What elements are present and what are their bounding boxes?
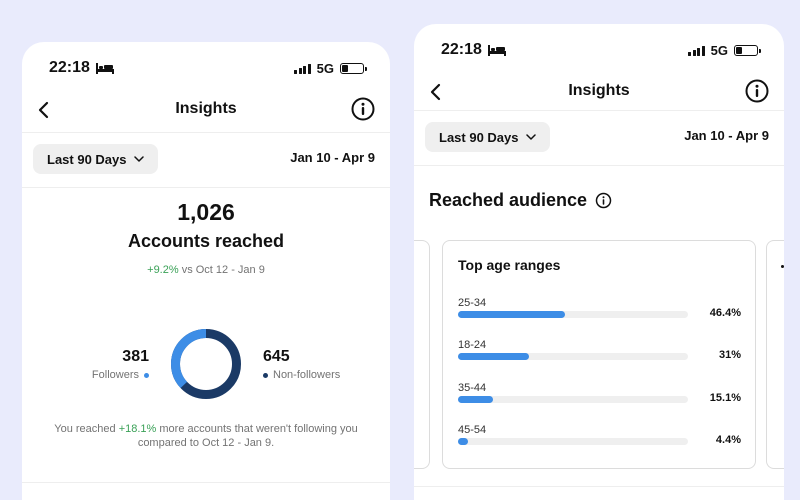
nonfollowers-stat: 645 Non-followers bbox=[263, 348, 340, 381]
footnote-suffix: more accounts that weren't following you… bbox=[137, 423, 358, 449]
age-range-bar-fill bbox=[458, 438, 469, 445]
info-circle-icon[interactable] bbox=[595, 192, 612, 209]
network-label: 5G bbox=[710, 43, 728, 58]
card-title: Top age ranges bbox=[458, 257, 561, 273]
followers-legend-dot bbox=[144, 372, 149, 378]
divider bbox=[414, 486, 784, 487]
battery-icon bbox=[340, 63, 367, 74]
signal-icon bbox=[688, 45, 705, 56]
top-age-ranges-card: Top age ranges 25-34 46.4% 18-24 31% 35-44 15… bbox=[442, 240, 756, 469]
nav-bar: Insights bbox=[22, 92, 390, 132]
followers-label: Followers bbox=[91, 369, 139, 381]
previous-card-peek[interactable] bbox=[414, 240, 430, 469]
nonfollowers-legend-dot bbox=[263, 372, 268, 378]
chevron-down-icon bbox=[133, 156, 144, 162]
donut-followers-segment bbox=[171, 329, 241, 399]
followers-stat: 381 Followers bbox=[92, 348, 149, 381]
age-range-bar-fill bbox=[458, 311, 565, 318]
age-range-label: 35-44 bbox=[458, 382, 487, 394]
age-range-bar-track bbox=[458, 311, 688, 318]
date-range-dropdown[interactable]: Last 90 Days bbox=[33, 144, 158, 174]
footnote-highlight: +18.1% bbox=[118, 423, 157, 435]
followers-donut-chart bbox=[171, 329, 241, 399]
status-bar: 22:18 5G bbox=[414, 24, 784, 74]
next-card-peek[interactable] bbox=[766, 240, 784, 469]
age-range-percent: 15.1% bbox=[709, 392, 741, 404]
reached-audience-title: Reached audience bbox=[429, 190, 588, 210]
age-range-bar-fill bbox=[458, 353, 530, 360]
date-range-text: Jan 10 - Apr 9 bbox=[684, 128, 769, 143]
chevron-left-icon bbox=[38, 101, 49, 119]
insights-screen-left: 22:18 5G Insights Last 90 Days Jan 10 - … bbox=[22, 42, 390, 500]
chevron-down-icon bbox=[525, 134, 536, 140]
bed-icon bbox=[95, 63, 114, 74]
age-range-percent: 46.4% bbox=[709, 307, 741, 319]
footnote-prefix: You reached bbox=[54, 423, 119, 435]
network-label: 5G bbox=[316, 61, 334, 76]
age-range-label: 45-54 bbox=[458, 424, 487, 436]
reach-change: +9.2% bbox=[147, 264, 179, 276]
age-range-bar-fill bbox=[458, 396, 493, 403]
reach-change-period: vs Oct 12 - Jan 9 bbox=[178, 264, 265, 276]
nonfollowers-label: Non-followers bbox=[273, 369, 341, 381]
nav-bar: Insights bbox=[414, 74, 784, 114]
age-range-row: 35-44 15.1% bbox=[458, 378, 741, 408]
back-button[interactable] bbox=[422, 78, 450, 106]
chevron-left-icon bbox=[430, 83, 441, 101]
date-range-label: Last 90 Days bbox=[47, 151, 127, 167]
age-range-label: 18-24 bbox=[458, 339, 487, 351]
age-range-percent: 31% bbox=[718, 349, 741, 361]
battery-icon bbox=[734, 45, 761, 56]
date-range-bar: Last 90 Days Jan 10 - Apr 9 bbox=[414, 110, 784, 166]
accounts-reached-label: Accounts reached bbox=[127, 231, 285, 251]
date-range-label: Last 90 Days bbox=[439, 129, 519, 145]
bed-icon bbox=[487, 45, 506, 56]
info-circle-icon[interactable] bbox=[744, 78, 770, 104]
followers-count: 381 bbox=[122, 348, 149, 365]
date-range-bar: Last 90 Days Jan 10 - Apr 9 bbox=[22, 132, 390, 188]
age-range-label: 25-34 bbox=[458, 297, 487, 309]
back-button[interactable] bbox=[30, 96, 58, 124]
divider bbox=[22, 482, 390, 483]
reach-footnote: You reached +18.1% more accounts that we… bbox=[32, 422, 380, 450]
page-title: Insights bbox=[175, 100, 237, 117]
section-title: Reached audience bbox=[429, 190, 612, 211]
info-circle-icon[interactable] bbox=[350, 96, 376, 122]
status-time: 22:18 bbox=[441, 41, 482, 58]
accounts-reached-count: 1,026 bbox=[177, 199, 235, 225]
age-range-bar-track bbox=[458, 438, 688, 445]
reach-comparison: +9.2% vs Oct 12 - Jan 9 bbox=[22, 264, 390, 276]
nonfollowers-count: 645 bbox=[263, 348, 290, 365]
age-range-bar-track bbox=[458, 353, 688, 360]
insights-screen-right: 22:18 5G Insights Last 90 Days Jan 10 - … bbox=[414, 24, 784, 500]
page-title: Insights bbox=[568, 82, 630, 99]
age-range-row: 25-34 46.4% bbox=[458, 293, 741, 323]
status-time: 22:18 bbox=[49, 59, 90, 76]
age-range-row: 45-54 4.4% bbox=[458, 420, 741, 450]
age-range-row: 18-24 31% bbox=[458, 335, 741, 365]
status-bar: 22:18 5G bbox=[22, 42, 390, 92]
date-range-dropdown[interactable]: Last 90 Days bbox=[425, 122, 550, 152]
age-range-bar-track bbox=[458, 396, 688, 403]
signal-icon bbox=[294, 63, 311, 74]
date-range-text: Jan 10 - Apr 9 bbox=[290, 150, 375, 165]
age-range-percent: 4.4% bbox=[715, 434, 741, 446]
